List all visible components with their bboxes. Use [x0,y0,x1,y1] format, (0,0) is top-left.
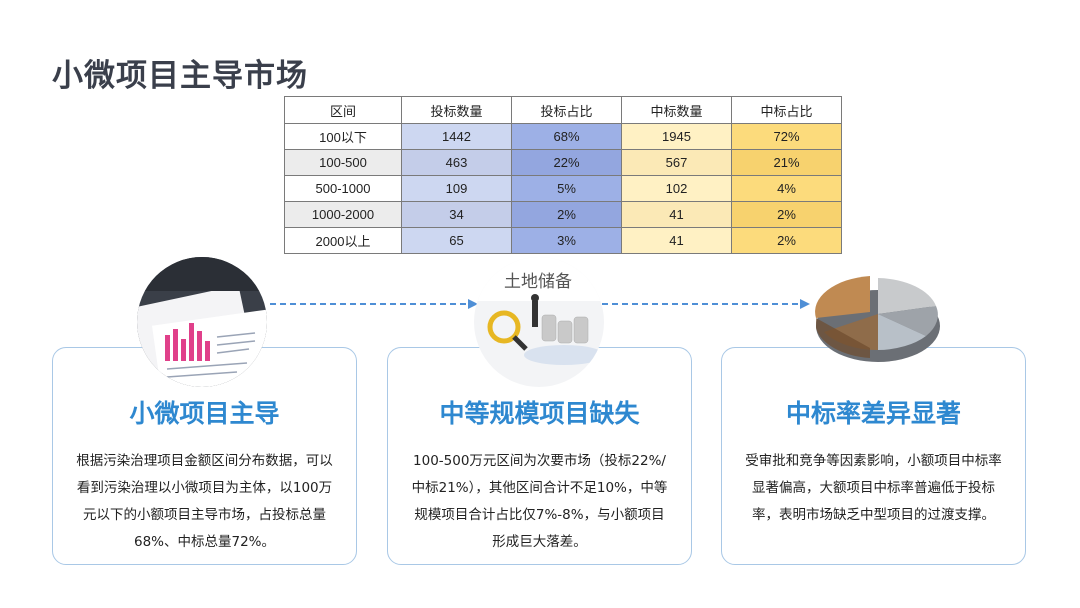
table-row: 100-500 463 22% 567 21% [284,149,842,176]
cell-bid-count: 463 [401,149,512,176]
card-title: 中等规模项目缺失 [439,399,640,428]
cell-win-share: 72% [731,123,842,150]
cell-range: 2000以上 [284,227,402,254]
cell-range: 1000-2000 [284,201,402,228]
cell-bid-share: 5% [511,175,622,202]
cell-range: 100以下 [284,123,402,150]
card-text: 根据污染治理项目金额区间分布数据，可以看到污染治理以小微项目为主体，以100万元… [76,453,333,550]
table-row: 500-1000 109 5% 102 4% [284,175,842,202]
cell-win-count: 102 [621,175,732,202]
cell-bid-count: 1442 [401,123,512,150]
cell-win-share: 2% [731,227,842,254]
header-win-count: 中标数量 [621,96,732,124]
cell-win-share: 2% [731,201,842,228]
table-row: 100以下 1442 68% 1945 72% [284,123,842,150]
card-mid-projects: 中等规模项目缺失 100-500万元区间为次要市场（投标22%/中标21%），其… [387,347,692,565]
cell-bid-count: 65 [401,227,512,254]
cell-bid-share: 3% [511,227,622,254]
cell-win-count: 1945 [621,123,732,150]
documents-chart-image [137,257,267,387]
cell-win-count: 41 [621,201,732,228]
card-title: 中标率差异显著 [785,399,961,428]
table-row: 2000以上 65 3% 41 2% [284,227,842,254]
card-win-rate: 中标率差异显著 受审批和竞争等因素影响，小额项目中标率显著偏高，大额项目中标率普… [721,347,1026,565]
cell-bid-share: 2% [511,201,622,228]
cell-win-share: 21% [731,149,842,176]
cell-bid-share: 68% [511,123,622,150]
arrow-right-icon [602,299,810,309]
header-bid-share: 投标占比 [511,96,622,124]
header-range: 区间 [284,96,402,124]
card-text: 受审批和竞争等因素影响，小额项目中标率显著偏高，大额项目中标率普遍低于投标率，表… [745,453,1002,523]
table-row: 1000-2000 34 2% 41 2% [284,201,842,228]
bid-distribution-table: 区间 投标数量 投标占比 中标数量 中标占比 100以下 1442 68% 19… [284,96,842,254]
cell-range: 500-1000 [284,175,402,202]
page-title: 小微项目主导市场 [52,58,308,94]
pie-chart-icon [815,276,940,362]
card-title: 小微项目主导 [129,399,280,428]
cell-bid-count: 109 [401,175,512,202]
cell-win-count: 567 [621,149,732,176]
card-text: 100-500万元区间为次要市场（投标22%/中标21%），其他区间合计不足10… [411,453,668,550]
magnifier-coins-image: 土地储备 [474,257,604,387]
cell-bid-count: 34 [401,201,512,228]
cell-range: 100-500 [284,149,402,176]
header-win-share: 中标占比 [731,96,842,124]
cell-win-share: 4% [731,175,842,202]
cell-win-count: 41 [621,227,732,254]
cell-bid-share: 22% [511,149,622,176]
header-bid-count: 投标数量 [401,96,512,124]
table-header-row: 区间 投标数量 投标占比 中标数量 中标占比 [284,96,842,124]
arrow-right-icon [270,299,478,309]
sign-text: 土地储备 [504,272,572,292]
